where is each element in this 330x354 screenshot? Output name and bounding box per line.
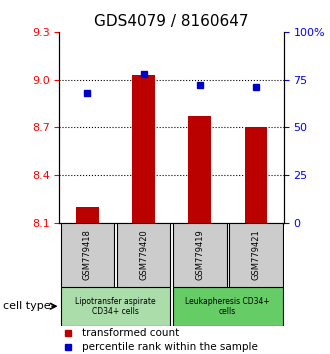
Bar <box>60 287 171 326</box>
Text: percentile rank within the sample: percentile rank within the sample <box>82 342 258 352</box>
Text: GSM779418: GSM779418 <box>83 229 92 280</box>
Title: GDS4079 / 8160647: GDS4079 / 8160647 <box>94 14 249 29</box>
Bar <box>116 223 171 287</box>
Bar <box>245 127 267 223</box>
Bar <box>188 116 211 223</box>
Bar <box>60 223 115 287</box>
Text: Leukapheresis CD34+
cells: Leukapheresis CD34+ cells <box>185 297 270 316</box>
Text: GSM779419: GSM779419 <box>195 229 204 280</box>
Bar <box>132 75 155 223</box>
Text: Lipotransfer aspirate
CD34+ cells: Lipotransfer aspirate CD34+ cells <box>75 297 156 316</box>
Bar <box>229 223 283 287</box>
Bar <box>76 207 99 223</box>
Text: transformed count: transformed count <box>82 328 179 338</box>
Text: cell type: cell type <box>3 301 51 311</box>
Text: GSM779420: GSM779420 <box>139 229 148 280</box>
Bar <box>173 287 283 326</box>
Bar <box>173 223 227 287</box>
Text: GSM779421: GSM779421 <box>251 229 260 280</box>
